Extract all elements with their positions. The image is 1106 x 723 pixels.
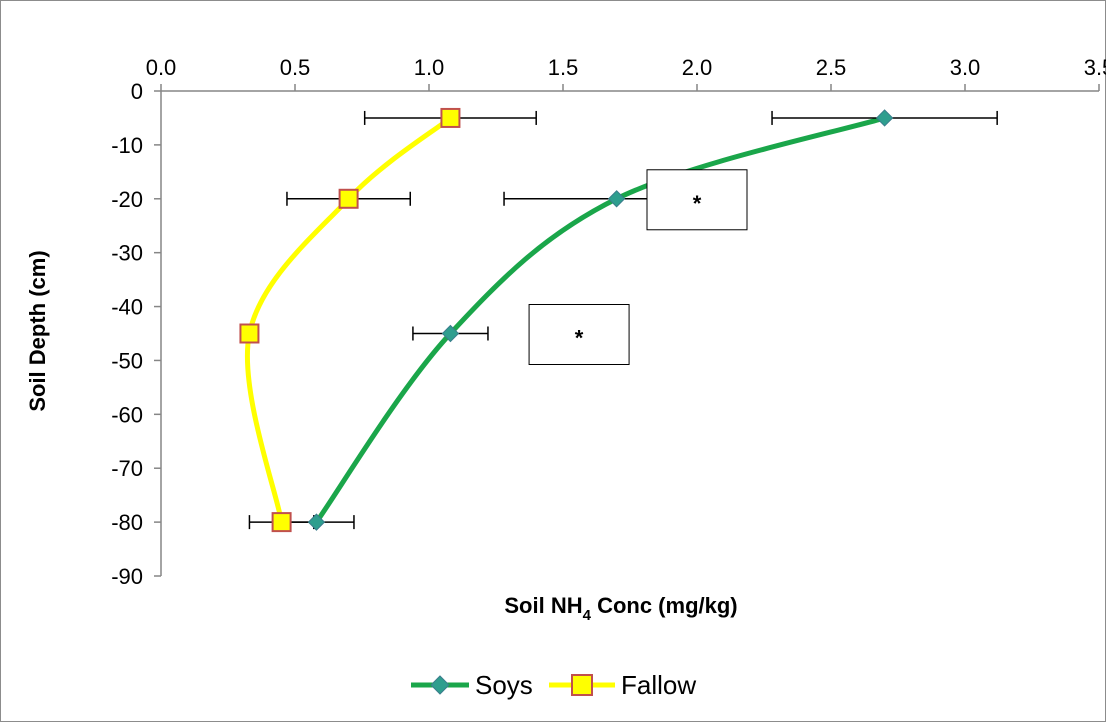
y-tick-label: -70 [111,456,143,481]
y-tick-label: -40 [111,295,143,320]
y-tick-label: -80 [111,510,143,535]
axes [154,84,1100,577]
x-axis-title-rest: Conc (mg/kg) [591,593,738,618]
legend-soys-label: Soys [475,670,533,700]
data-point-soys [607,190,626,208]
annotation-text: * [575,326,584,351]
x-tick-label: 1.0 [414,55,445,80]
y-axis-title: Soil Depth (cm) [25,250,50,411]
x-axis-title-subscript: 4 [583,607,592,624]
legend-item-fallow: Fallow [549,670,696,700]
x-tick-label: 3.5 [1084,55,1106,80]
markers [239,107,894,533]
annotation-text: * [693,191,702,216]
data-point-soys [441,324,460,343]
x-tick-label: 2.5 [816,55,847,80]
annotation-box [528,304,630,365]
legend-item-soys: Soys [411,670,533,700]
legend-fallow-marker [571,674,593,696]
data-point-fallow [440,107,461,128]
series-lines [244,115,886,524]
x-tick-label: 0.5 [280,55,311,80]
data-point-soys [307,513,326,531]
data-point-fallow [271,512,292,533]
data-point-soys [875,109,894,127]
y-tick-label: -50 [111,348,143,373]
annotation: * [646,169,748,231]
y-tick-label: -30 [111,241,143,266]
x-tick-label: 3.0 [950,55,981,80]
x-tick-label: 0.0 [146,55,177,80]
y-tick-label: 0 [131,79,143,104]
series-line-soys [314,115,886,524]
y-tick-label: -90 [111,564,143,589]
legend: Soys Fallow [411,670,696,700]
y-tick-labels: 0 -10 -20 -30 -40 -50 -60 -70 -80 -90 [111,79,143,589]
annotation: * [528,304,630,365]
legend-fallow-label: Fallow [621,670,696,700]
data-point-fallow [338,188,359,209]
y-tick-label: -10 [111,133,143,158]
y-tick-label: -60 [111,402,143,427]
annotations: ** [528,169,748,365]
x-tick-label: 2.0 [682,55,713,80]
legend-soys-marker [430,675,450,695]
x-tick-labels: 0.0 0.5 1.0 1.5 2.0 2.5 3.0 3.5 [146,55,1106,80]
y-tick-label: -20 [111,187,143,212]
series-line-fallow [244,115,452,523]
data-point-fallow [239,323,260,344]
annotation-box [646,169,748,231]
x-axis-title: Soil NH4 Conc (mg/kg) [504,593,737,624]
x-axis-title-main: Soil NH [504,593,582,618]
x-tick-label: 1.5 [548,55,579,80]
